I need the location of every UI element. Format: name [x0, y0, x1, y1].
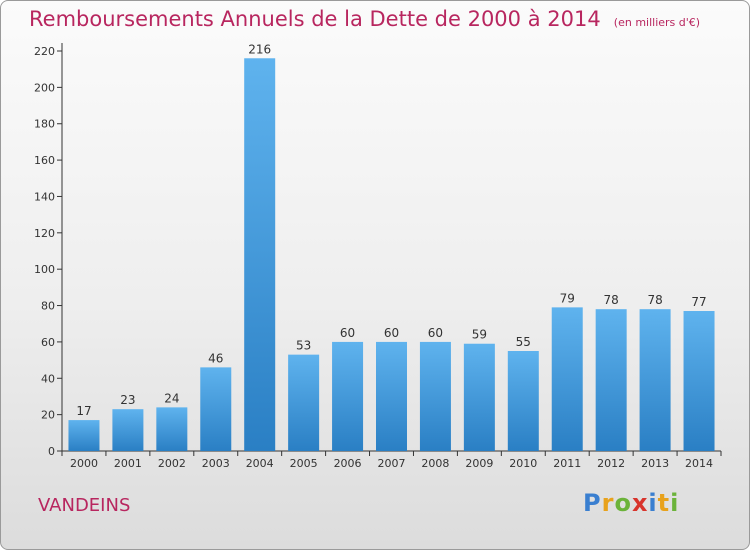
bar: [551, 307, 583, 451]
logo-letter: x: [631, 489, 649, 517]
data-label: 79: [560, 291, 575, 305]
y-tick-label: 180: [34, 118, 55, 131]
axes: 0 20 40 60 80 100 120 140 160 180 200 220 2000 2001 20…: [34, 43, 722, 470]
bar: [463, 343, 495, 451]
y-tick-label: 100: [34, 263, 55, 276]
data-label: 59: [472, 328, 487, 342]
y-tick-label: 60: [41, 336, 55, 349]
x-tick-label: 2014: [685, 457, 713, 470]
bar: [595, 309, 627, 451]
x-tick-label: 2000: [70, 457, 98, 470]
y-tick-label: 120: [34, 227, 55, 240]
logo-letter: t: [657, 489, 671, 517]
y-tick-label: 40: [41, 372, 55, 385]
bar: [244, 58, 276, 451]
x-tick-label: 2010: [509, 457, 537, 470]
bar: [419, 341, 451, 451]
bar: [200, 367, 232, 451]
data-label: 60: [340, 326, 355, 340]
chart-title: Remboursements Annuels de la Dette de 20…: [29, 7, 700, 31]
data-label: 216: [248, 42, 271, 56]
x-tick-label: 2001: [114, 457, 142, 470]
y-tick-label: 140: [34, 190, 55, 203]
y-tick-label: 80: [41, 300, 55, 313]
data-label: 60: [384, 326, 399, 340]
bar: [507, 351, 539, 451]
x-tick-label: 2004: [246, 457, 274, 470]
bar: [332, 341, 364, 451]
data-labels: 17 23 24 46 216 53 60 60 60 59 55 79 78 78 77: [76, 42, 706, 418]
bar: [683, 311, 715, 451]
x-tick-label: 2007: [378, 457, 406, 470]
bar: [376, 341, 407, 451]
logo-letter: i: [648, 489, 658, 517]
chart-unit-note: (en milliers d'€): [613, 16, 701, 29]
y-tick-label: 0: [48, 445, 55, 458]
x-tick-label: 2006: [334, 457, 362, 470]
bars: [68, 58, 715, 451]
bar: [639, 309, 671, 451]
y-tick-label: 160: [34, 154, 55, 167]
data-label: 78: [647, 293, 662, 307]
x-tick-label: 2012: [597, 457, 625, 470]
data-label: 17: [76, 404, 91, 418]
data-label: 53: [296, 339, 311, 353]
logo-letter: i: [670, 489, 680, 517]
logo-letter: o: [614, 489, 632, 517]
data-label: 55: [516, 335, 531, 349]
x-tick-label: 2013: [641, 457, 669, 470]
data-label: 60: [428, 326, 443, 340]
x-tick-label: 2005: [290, 457, 318, 470]
chart-title-text: Remboursements Annuels de la Dette de 20…: [29, 7, 601, 31]
bar: [112, 409, 144, 451]
x-tick-label: 2011: [553, 457, 581, 470]
data-label: 78: [604, 293, 619, 307]
y-tick-label: 220: [34, 45, 55, 58]
y-tick-label: 20: [41, 409, 55, 422]
commune-name: VANDEINS: [38, 495, 131, 516]
data-label: 46: [208, 351, 223, 365]
x-tick-label: 2002: [158, 457, 186, 470]
bar: [288, 354, 320, 451]
bar: [156, 407, 188, 451]
bar: [68, 420, 100, 451]
proxiti-logo[interactable]: Proxiti: [583, 489, 679, 517]
y-tick-label: 200: [34, 81, 55, 94]
x-tick-label: 2003: [202, 457, 230, 470]
data-label: 23: [120, 393, 135, 407]
logo-letter: P: [583, 489, 602, 517]
logo-letter: r: [601, 489, 615, 517]
x-tick-label: 2008: [421, 457, 449, 470]
data-label: 77: [691, 295, 706, 309]
data-label: 24: [164, 391, 179, 405]
x-tick-label: 2009: [465, 457, 493, 470]
